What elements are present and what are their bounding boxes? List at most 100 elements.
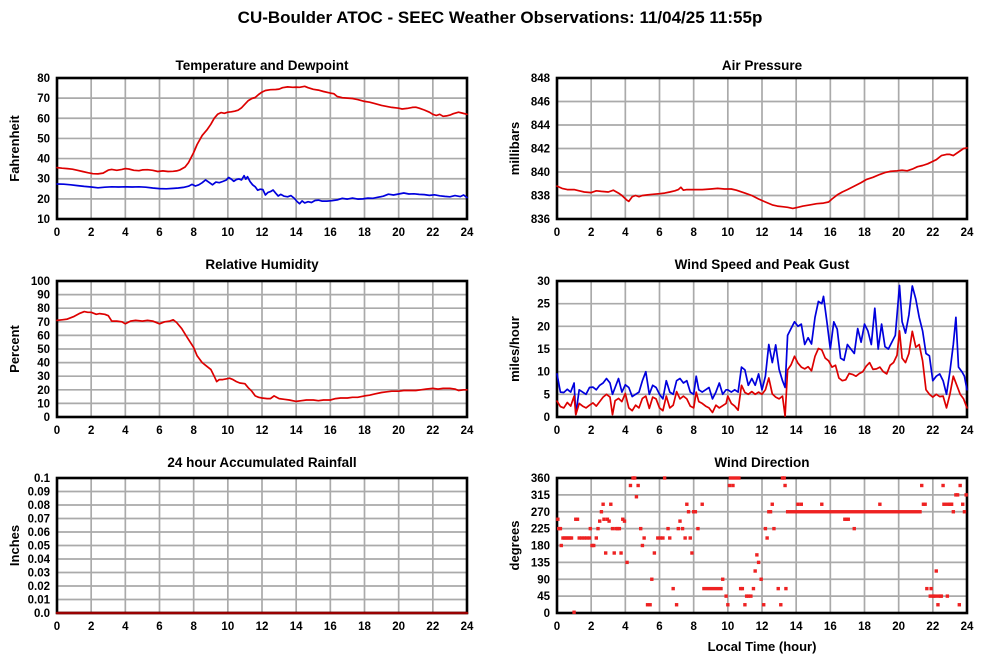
x-tick-label: 18	[358, 621, 371, 633]
y-axis-label: Inches	[7, 525, 22, 566]
series-direction-point	[671, 586, 675, 591]
y-tick-label: 0.01	[28, 595, 51, 607]
y-tick-label: 0.05	[28, 541, 51, 553]
series-direction-point	[652, 551, 657, 555]
y-tick-label: 40	[37, 154, 50, 166]
series-direction-point	[688, 536, 692, 540]
series-direction-point	[751, 586, 756, 591]
series-direction-point	[639, 526, 643, 531]
series-direction-point	[587, 536, 592, 540]
series-direction-point	[658, 536, 663, 540]
series-direction-point	[636, 483, 640, 488]
x-tick-label: 6	[156, 425, 162, 437]
series-direction-point	[561, 536, 565, 540]
series-direction-run	[728, 476, 741, 480]
y-tick-label: 838	[531, 191, 551, 203]
series-direction-point	[588, 526, 593, 531]
series-direction-point	[696, 526, 700, 531]
x-tick-label: 14	[290, 621, 303, 633]
y-tick-label: 30	[37, 371, 50, 383]
x-tick-label: 24	[961, 621, 974, 633]
x-tick-label: 16	[824, 227, 837, 239]
x-tick-label: 4	[622, 425, 629, 437]
series-direction-point	[634, 495, 639, 499]
x-tick-label: 22	[426, 621, 439, 633]
x-tick-label: 16	[324, 621, 337, 633]
y-tick-label: 10	[37, 214, 50, 226]
series-direction-point	[580, 536, 584, 540]
x-tick-label: 24	[461, 227, 474, 239]
x-tick-label: 20	[392, 621, 405, 633]
x-tick-label: 4	[622, 621, 629, 633]
series-direction-point	[592, 543, 596, 548]
series-direction-point	[844, 517, 849, 521]
y-tick-label: 45	[537, 591, 550, 603]
series-direction-point	[961, 502, 965, 506]
series-direction-point	[753, 569, 757, 573]
x-tick-label: 0	[554, 425, 560, 437]
series-pressure	[556, 147, 968, 210]
y-tick-label: 0.0	[34, 608, 50, 620]
y-tick-label: 0	[44, 412, 50, 424]
y-axis-label: Fahrenheit	[7, 115, 22, 182]
series-direction-point	[558, 526, 563, 531]
x-tick-label: 8	[690, 621, 697, 633]
x-tick-label: 18	[858, 621, 871, 633]
series-direction-point	[582, 536, 587, 540]
series-direction-point	[936, 603, 940, 607]
chart-title: Wind Direction	[714, 455, 809, 470]
x-tick-label: 2	[88, 621, 94, 633]
x-tick-label: 16	[824, 425, 837, 437]
series-direction-point	[601, 502, 605, 506]
series-direction-point	[749, 594, 753, 598]
x-tick-label: 0	[54, 227, 60, 239]
y-tick-label: 0.07	[28, 514, 50, 526]
series-direction-point	[931, 594, 936, 598]
y-tick-label: 842	[531, 144, 550, 156]
x-tick-label: 24	[961, 227, 974, 239]
y-tick-label: 0.04	[28, 554, 51, 566]
x-tick-label: 14	[790, 425, 803, 437]
y-tick-label: 70	[37, 317, 50, 329]
y-axis-label: degrees	[507, 521, 522, 571]
series-direction-point	[574, 517, 578, 521]
series-direction-point	[784, 586, 788, 591]
y-tick-label: 0.02	[28, 581, 50, 593]
series-direction-point	[622, 519, 627, 523]
y-tick-label: 25	[537, 299, 550, 311]
series-direction-point	[949, 502, 954, 506]
series-direction-point	[962, 510, 967, 514]
series-direction-point	[564, 536, 569, 540]
series-direction-point	[700, 502, 704, 506]
series-direction-point	[799, 502, 803, 506]
series-direction-point	[662, 476, 667, 480]
y-tick-label: 20	[537, 321, 550, 333]
plot-border	[55, 76, 469, 221]
series-direction-point	[569, 536, 574, 540]
x-tick-label: 18	[358, 227, 371, 239]
x-tick-label: 14	[290, 227, 303, 239]
series-direction-run	[785, 510, 922, 514]
series-direction-point	[746, 594, 751, 598]
y-tick-label: 30	[537, 276, 550, 288]
y-tick-label: 60	[37, 113, 50, 125]
x-tick-label: 0	[554, 621, 560, 633]
x-tick-label: 10	[721, 621, 734, 633]
series-direction-point	[609, 502, 613, 506]
series-direction-point	[852, 526, 856, 531]
series-direction-point	[674, 603, 679, 607]
x-tick-label: 4	[122, 227, 129, 239]
x-tick-label: 18	[358, 425, 371, 437]
y-tick-label: 0.06	[28, 527, 50, 539]
series-direction-point	[693, 510, 698, 514]
series-direction-point	[585, 536, 589, 540]
series-direction-point	[782, 476, 786, 480]
y-tick-label: 225	[531, 524, 551, 536]
series-direction-point	[572, 610, 576, 614]
y-tick-label: 90	[537, 574, 550, 586]
series-direction-point	[556, 517, 560, 521]
series-direction-point	[780, 476, 785, 480]
series-direction-point	[727, 483, 732, 488]
series-direction-point	[614, 526, 618, 531]
x-tick-label: 10	[721, 227, 734, 239]
